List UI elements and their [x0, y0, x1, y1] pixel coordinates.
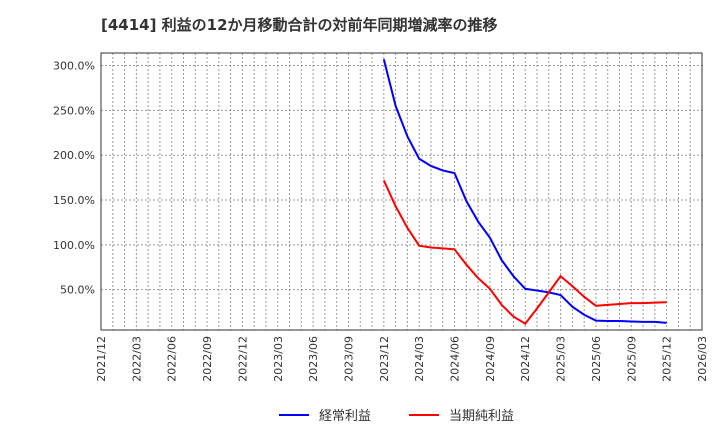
x-tick-label: 2024/06 — [449, 336, 462, 382]
series-line-1 — [382, 179, 667, 326]
x-tick-label: 2025/03 — [555, 336, 568, 382]
x-tick-label: 2022/12 — [236, 336, 249, 382]
x-tick-label: 2024/12 — [519, 336, 532, 382]
x-tick-label: 2023/09 — [342, 336, 355, 382]
legend-label: 当期純利益 — [449, 409, 514, 424]
y-tick-label: 100.0% — [53, 239, 95, 252]
y-tick-label: 250.0% — [53, 104, 95, 117]
y-tick-label: 50.0% — [60, 284, 95, 297]
x-tick-label: 2024/03 — [413, 336, 426, 382]
plot-frame — [100, 52, 703, 331]
x-tick-label: 2025/06 — [590, 336, 603, 382]
x-tick-label: 2022/03 — [130, 336, 143, 382]
chart-title: [4414] 利益の12か月移動合計の対前年同期増減率の推移 — [101, 16, 498, 34]
x-tick-label: 2023/12 — [378, 336, 391, 382]
y-tick-label: 200.0% — [53, 149, 95, 162]
x-tick-label: 2022/09 — [201, 336, 214, 382]
x-tick-label: 2023/03 — [272, 336, 285, 382]
x-tick-label: 2024/09 — [484, 336, 497, 382]
series-line-0 — [382, 59, 667, 324]
x-tick-label: 2025/09 — [625, 336, 638, 382]
legend-label: 経常利益 — [319, 409, 371, 424]
x-tick-label: 2025/12 — [661, 336, 674, 382]
y-tick-label: 300.0% — [53, 60, 95, 73]
x-tick-label: 2022/06 — [166, 336, 179, 382]
x-tick-label: 2026/03 — [696, 336, 709, 382]
y-tick-label: 150.0% — [53, 194, 95, 207]
x-tick-label: 2021/12 — [95, 336, 108, 382]
x-tick-label: 2023/06 — [307, 336, 320, 382]
